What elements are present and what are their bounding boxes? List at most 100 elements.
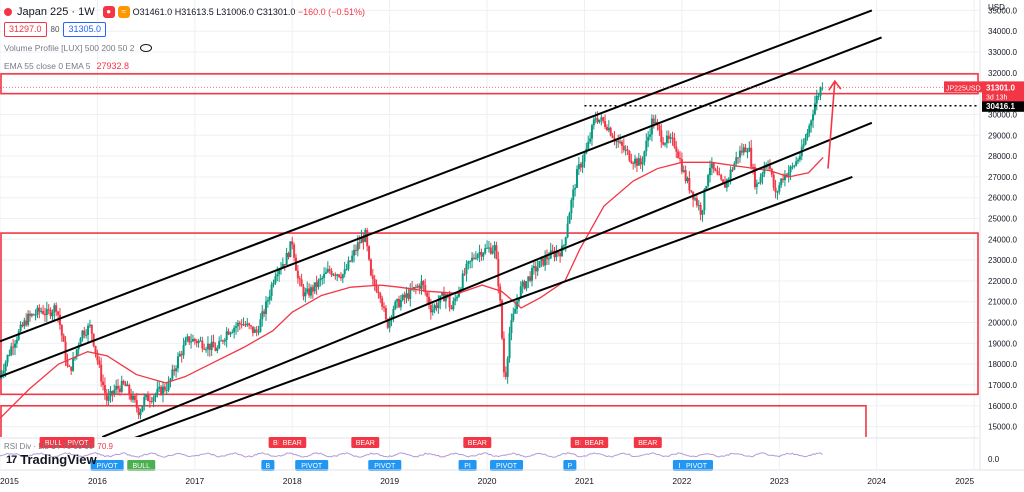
candle-body [793,165,796,167]
candle-body [122,380,125,384]
candle-body [437,302,440,309]
candle-body [186,336,189,341]
candle-body [141,406,144,412]
candle-body [70,366,73,371]
candle-body [265,301,268,315]
candle-body [658,125,661,131]
volume-profile-row[interactable]: Volume Profile [LUX] 500 200 50 2 [4,40,365,55]
candle-body [426,292,429,297]
candle-body [703,189,706,211]
candle-body [523,281,526,289]
candle-body [817,95,820,97]
currency-label[interactable]: USD [988,3,1005,12]
candle-body [514,308,517,314]
candle-body [206,343,209,350]
candle-body [6,355,9,363]
candle-body [257,331,260,333]
candle-body [383,306,386,308]
candle-body [637,158,640,166]
candle-body [409,288,412,299]
candle-body [789,166,792,173]
candle-body [476,254,479,259]
rsi-line [0,452,823,458]
signal-label-bg [580,437,609,448]
candle-body [388,318,391,328]
time-tick-label: 2025 [955,476,974,486]
countdown-text: 3d 13h [986,94,1008,101]
symbol-title[interactable]: Japan 225 · 1W [17,5,95,18]
candle-body [486,247,489,249]
candle-body [12,346,15,348]
candle-body [32,314,35,316]
candle-body [272,283,275,285]
candle-body [804,137,807,145]
candle-body [615,140,618,142]
candle-body [495,245,498,259]
time-tick-label: 2023 [770,476,789,486]
candle-body [315,282,318,288]
candle-body [296,270,299,279]
candle-body [212,341,215,348]
candle-body [720,175,723,180]
candle-body [47,309,50,311]
candle-body [115,385,118,390]
candle-body [740,150,743,153]
candle-body [664,143,667,145]
candle-body [536,267,539,272]
candle-body [660,130,663,143]
candle-body [317,280,320,288]
candle-body [499,286,502,301]
candle-body [375,285,378,292]
candle-body [433,305,436,310]
candle-body [744,147,747,153]
tradingview-logo: 17 TradingView [6,452,97,467]
candle-body [191,338,194,342]
candle-body [248,323,251,326]
candle-body [673,138,676,147]
signal-label-bg [463,437,492,448]
rsi-legend[interactable]: RSI Div · Lib 14 70 30 90 70.9 [4,442,113,451]
candle-body [506,358,509,377]
candle-body [345,269,348,271]
candle-body [102,381,105,385]
buy-button[interactable]: 31305.0 [63,22,106,37]
candle-body [13,343,16,348]
candle-body [502,338,505,373]
candle-body [679,158,682,160]
candle-body [729,169,732,179]
candle-body [51,312,54,317]
candle-body [261,311,264,320]
candle-body [351,255,354,262]
signal-label-bg [61,437,95,448]
candle-body [401,294,404,301]
candle-body [798,156,801,160]
price-tag-bg [982,81,1024,102]
candle-body [414,286,417,288]
candle-body [139,411,142,416]
candle-body [291,241,294,245]
candle-body [358,242,361,244]
price-tick-label: 19000.0 [988,339,1017,348]
candle-body [716,170,719,175]
candle-body [300,279,303,287]
candle-body [8,354,11,356]
candle-body [418,285,421,289]
time-tick-label: 2019 [380,476,399,486]
candle-body [109,391,112,397]
candle-body [714,169,717,171]
candle-body [347,260,350,270]
market-status-icon[interactable]: ● [102,5,115,18]
data-status-icon[interactable]: ≈ [117,5,130,18]
eye-icon[interactable] [140,43,153,52]
price-tick-label: 27000.0 [988,173,1017,182]
candle-body [551,250,554,252]
candle-body [517,297,520,302]
sell-button[interactable]: 31297.0 [4,22,47,37]
symbol-flag-icon [4,7,12,16]
candle-body [654,121,657,124]
candle-body [268,295,271,301]
candle-body [40,311,43,313]
candle-body [293,244,296,258]
ema-row[interactable]: EMA 55 close 0 EMA 5 27932.8 [4,58,365,73]
